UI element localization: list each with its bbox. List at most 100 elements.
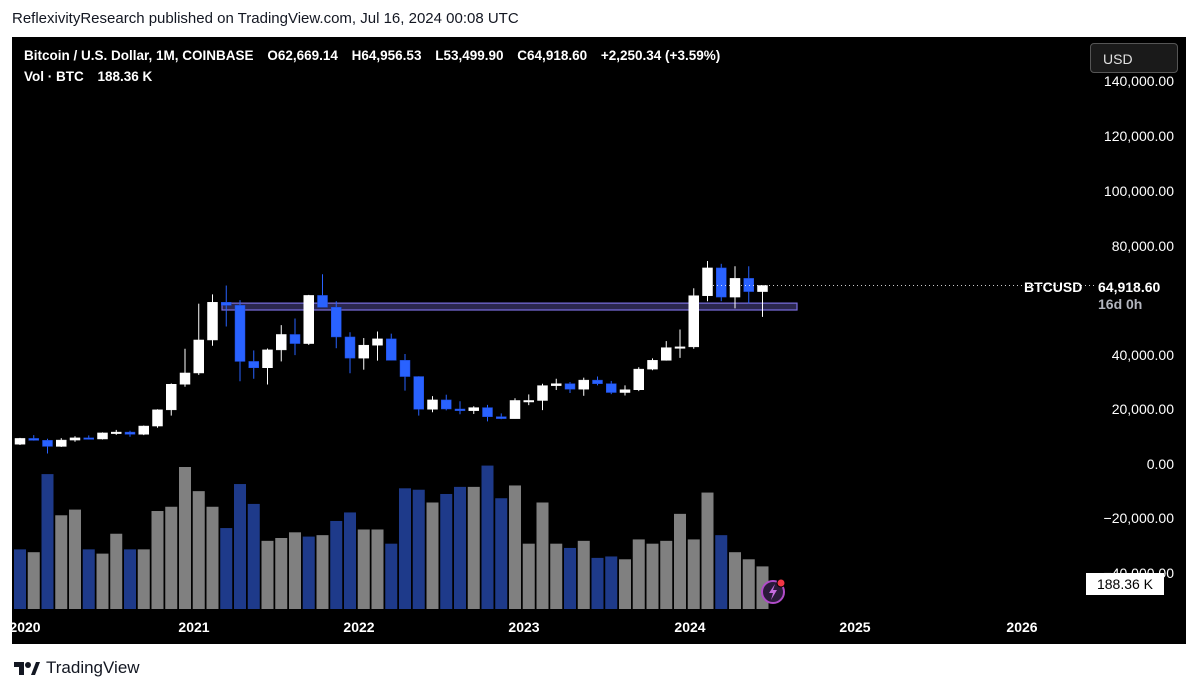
- volume-bar: [344, 512, 356, 609]
- chart-panel[interactable]: 140,000.00 120,000.00 100,000.00 80,000.00 4…: [12, 37, 1186, 644]
- volume-bar: [591, 557, 604, 609]
- candle: [372, 338, 383, 346]
- volume-bar: [577, 540, 590, 609]
- candle: [743, 278, 754, 292]
- tradingview-logo-icon: [14, 662, 40, 675]
- resistance-zone: [221, 302, 798, 311]
- candle-layer: [14, 261, 1095, 454]
- candle: [413, 376, 424, 410]
- high-value: H64,956.53: [351, 48, 422, 63]
- volume-bar: [385, 543, 398, 609]
- volume-bar: [550, 543, 563, 609]
- volume-bar: [55, 515, 68, 609]
- volume-bar: [371, 529, 384, 609]
- volume-bar: [399, 488, 411, 609]
- x-tick-label: 2020: [12, 619, 41, 635]
- candle: [138, 425, 149, 435]
- candle: [358, 344, 369, 359]
- volume-layer: [14, 465, 769, 609]
- candle: [564, 383, 576, 390]
- price-chart[interactable]: 140,000.00 120,000.00 100,000.00 80,000.00 4…: [12, 37, 1186, 644]
- volume-bar: [495, 498, 508, 609]
- candle: [83, 437, 94, 440]
- volume-bar: [742, 559, 755, 609]
- candle: [248, 361, 259, 368]
- volume-bar: [632, 539, 645, 609]
- resistance-zone-layer: [221, 302, 798, 311]
- close-value: C64,918.60: [517, 48, 588, 63]
- volume-bar: [454, 486, 466, 609]
- candle: [647, 360, 658, 370]
- candle: [482, 407, 493, 417]
- volume-legend: Vol · BTC 188.36 K: [24, 69, 152, 84]
- volume-value: 188.36 K: [97, 69, 153, 84]
- candle: [441, 399, 452, 410]
- x-tick-label: 2022: [343, 619, 374, 635]
- candle: [28, 438, 39, 441]
- candle: [716, 267, 727, 298]
- volume-bar: [165, 506, 178, 609]
- candle: [688, 295, 699, 348]
- candle: [276, 334, 287, 351]
- volume-bar: [509, 485, 521, 609]
- price-tag-countdown: 16d 0h: [1098, 296, 1142, 312]
- currency-button[interactable]: USD: [1090, 43, 1178, 73]
- volume-bar: [564, 547, 576, 609]
- volume-bar: [330, 520, 343, 609]
- volume-bar: [646, 543, 659, 609]
- candle: [317, 295, 328, 308]
- symbol-name: Bitcoin / U.S. Dollar, 1M, COINBASE: [24, 48, 254, 63]
- candle: [303, 295, 314, 344]
- price-tag-value: 64,918.60: [1098, 279, 1160, 295]
- candle: [69, 437, 81, 441]
- candle: [221, 302, 232, 306]
- brand-name: TradingView: [46, 658, 140, 677]
- volume-bar: [481, 465, 494, 609]
- candle: [757, 285, 768, 292]
- candle: [606, 383, 617, 393]
- volume-bar: [14, 549, 26, 609]
- volume-bar: [206, 506, 219, 609]
- candle: [234, 305, 246, 362]
- candle: [592, 379, 603, 384]
- candle: [633, 368, 644, 390]
- volume-bar: [27, 552, 40, 609]
- low-value: L53,499.90: [435, 48, 504, 63]
- lightning-icon[interactable]: [761, 577, 789, 605]
- volume-bar: [124, 549, 136, 609]
- volume-bar: [220, 528, 233, 609]
- candle: [468, 407, 479, 411]
- candle: [152, 409, 163, 427]
- candle: [42, 440, 53, 447]
- y-tick-label: 100,000.00: [1104, 183, 1174, 199]
- candle: [661, 347, 672, 361]
- volume-bar: [316, 535, 329, 609]
- candle: [179, 372, 191, 385]
- candle: [207, 302, 218, 341]
- candle: [124, 431, 136, 435]
- volume-bar: [619, 559, 631, 609]
- candle: [454, 408, 466, 411]
- volume-bar: [426, 502, 439, 609]
- volume-bar: [137, 549, 150, 609]
- y-tick-label: 140,000.00: [1104, 73, 1174, 89]
- volume-bar: [522, 543, 535, 609]
- candle: [619, 389, 631, 393]
- x-tick-label: 2023: [508, 619, 539, 635]
- y-tick-label: 80,000.00: [1112, 238, 1174, 254]
- x-tick-label: 2025: [839, 619, 870, 635]
- candle: [331, 307, 342, 338]
- volume-bar: [151, 511, 164, 609]
- candle: [702, 267, 713, 296]
- candle: [56, 439, 67, 447]
- x-tick-label: 2026: [1006, 619, 1037, 635]
- volume-tag-box: [1086, 573, 1164, 595]
- change-value: +2,250.34 (+3.59%): [600, 48, 721, 63]
- volume-bar: [69, 509, 81, 609]
- volume-label: Vol · BTC: [24, 69, 84, 84]
- y-tick-label: 40,000.00: [1112, 347, 1174, 363]
- x-tick-label: 2024: [674, 619, 705, 635]
- open-value: O62,669.14: [267, 48, 338, 63]
- volume-bar: [467, 486, 480, 609]
